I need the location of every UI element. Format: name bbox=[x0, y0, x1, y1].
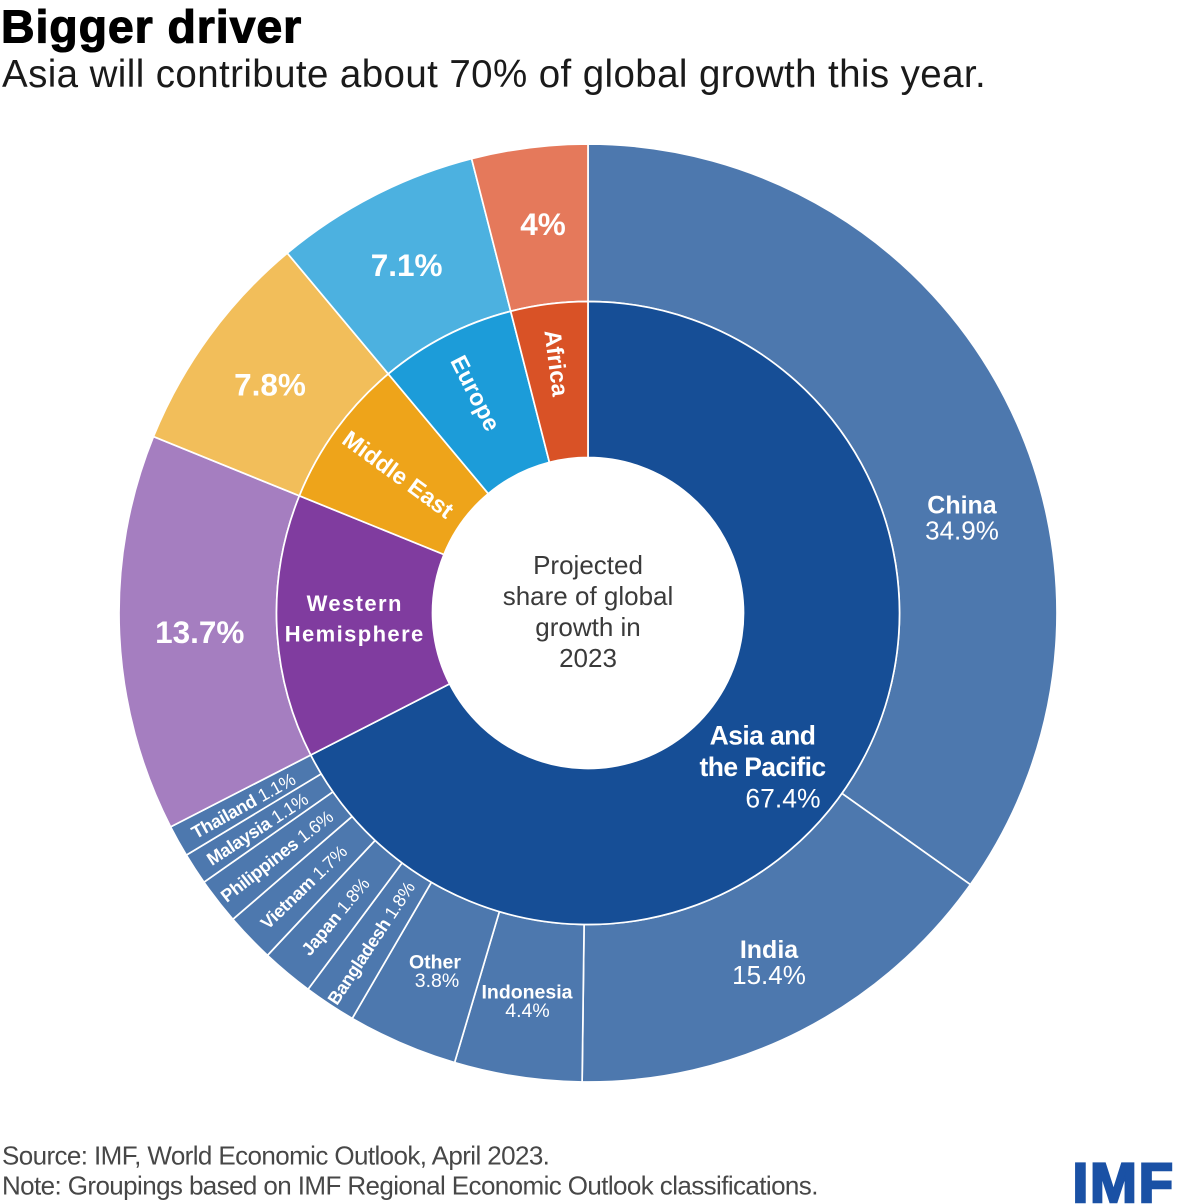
svg-text:Asia and: Asia and bbox=[710, 721, 816, 751]
svg-text:Bigger driver: Bigger driver bbox=[1, 1, 302, 53]
svg-text:India: India bbox=[740, 936, 799, 964]
svg-text:Asia will contribute about 70%: Asia will contribute about 70% of global… bbox=[2, 53, 986, 96]
svg-text:4.4%: 4.4% bbox=[505, 1000, 549, 1022]
svg-text:67.4%: 67.4% bbox=[745, 784, 820, 814]
svg-text:the Pacific: the Pacific bbox=[700, 752, 826, 782]
svg-text:Other: Other bbox=[409, 952, 461, 974]
svg-text:Note: Groupings based on IMF R: Note: Groupings based on IMF Regional Ec… bbox=[2, 1170, 818, 1200]
svg-text:13.7%: 13.7% bbox=[155, 614, 244, 650]
svg-text:2023: 2023 bbox=[559, 643, 617, 673]
svg-text:34.9%: 34.9% bbox=[925, 516, 999, 546]
svg-text:7.8%: 7.8% bbox=[234, 367, 306, 403]
svg-text:growth in: growth in bbox=[535, 612, 641, 642]
svg-text:Source: IMF, World Economic Ou: Source: IMF, World Economic Outlook, Apr… bbox=[2, 1141, 549, 1171]
svg-text:4%: 4% bbox=[520, 206, 566, 242]
svg-text:Western: Western bbox=[307, 591, 403, 616]
svg-text:3.8%: 3.8% bbox=[415, 970, 459, 992]
svg-text:Projected: Projected bbox=[533, 550, 643, 580]
svg-text:15.4%: 15.4% bbox=[732, 960, 806, 990]
svg-text:share of global: share of global bbox=[503, 581, 674, 611]
svg-text:7.1%: 7.1% bbox=[371, 247, 443, 283]
svg-text:Indonesia: Indonesia bbox=[481, 982, 572, 1004]
svg-text:IMF: IMF bbox=[1073, 1151, 1175, 1204]
svg-text:China: China bbox=[927, 492, 998, 520]
svg-text:Hemisphere: Hemisphere bbox=[285, 621, 425, 646]
